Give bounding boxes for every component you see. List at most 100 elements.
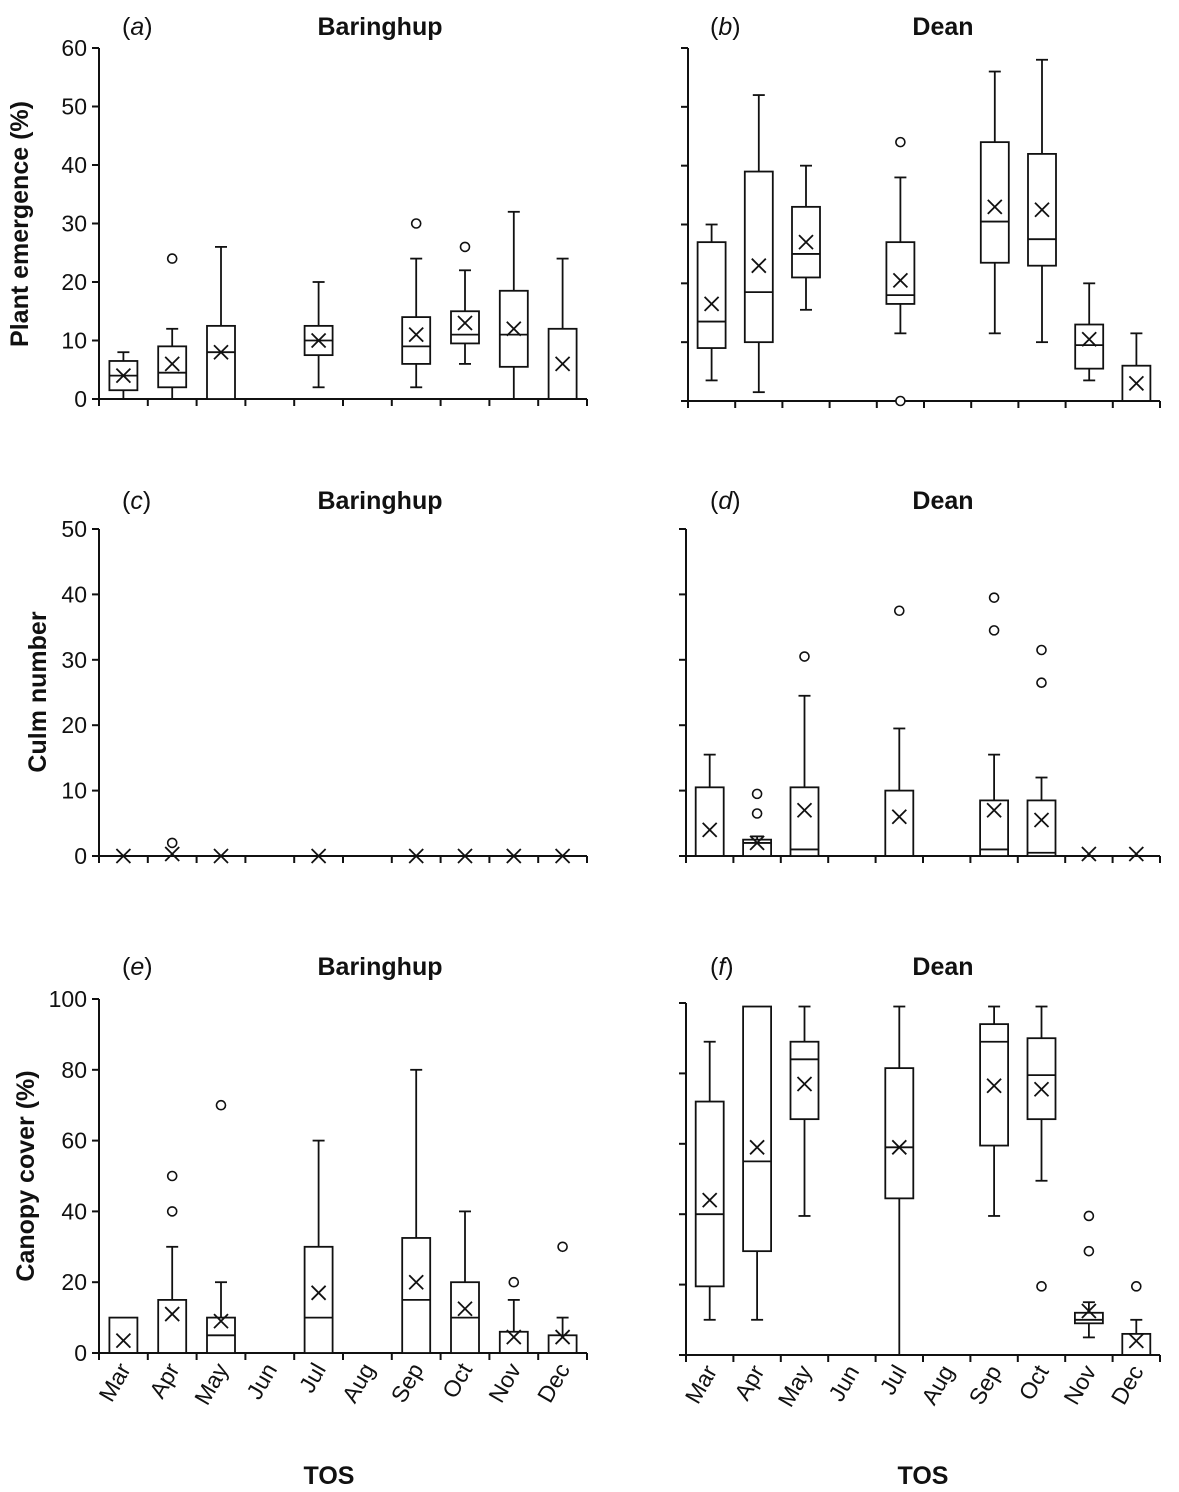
mean-marker [213,848,229,864]
x-tick-label: Aug [916,1361,959,1409]
outlier-point [166,253,178,264]
iqr-box [1074,1311,1104,1325]
outlier-point [988,625,1000,636]
box-sep [979,70,1010,335]
box-apr [742,788,772,857]
panel-label: (a) [122,13,153,41]
y-axis-label: Culm number [24,611,52,772]
outlier-point [893,605,905,617]
panel-a: Baringhup (a) 0 10 20 30 40 50 60 Plant emergence… [6,13,588,412]
mean-marker [310,848,327,864]
box-sep [401,1068,432,1354]
outlier-point [166,837,178,849]
mean-marker [986,802,1002,818]
mean-marker [457,1301,473,1317]
x-tick-label: Dec [1106,1361,1149,1409]
mean-marker [408,1274,424,1290]
panel-d: Dean (d) [679,487,1161,863]
outlier-point [1036,677,1047,688]
outlier-point [166,1170,178,1182]
iqr-box [206,324,236,400]
mean-marker [986,1078,1002,1094]
iqr-box [157,345,188,389]
y-tick-label: 20 [61,1269,87,1295]
panel-label: (d) [710,487,741,515]
x-tick-label: Sep [386,1359,429,1407]
x-tick-label: Apr [729,1360,770,1404]
mean-marker [115,848,132,864]
x-tick-label: Jul [874,1361,911,1399]
box-oct [450,1210,480,1354]
iqr-box [1074,323,1105,370]
box-apr [157,253,188,400]
iqr-box [498,1330,529,1354]
x-tick-label: Jun [241,1359,282,1404]
mean-marker [749,1139,765,1155]
iqr-box [450,310,480,345]
mean-marker [702,1192,718,1208]
iqr-box [884,1067,915,1200]
mean-marker [310,332,327,349]
panel-title: Baringhup [318,953,443,981]
mean-marker [987,199,1003,215]
outlier-point [459,241,471,253]
outlier-point [1131,1281,1142,1292]
x-tick-label: Jun [823,1361,864,1406]
x-tick-label: Oct [437,1358,478,1403]
outlier-point [799,651,810,662]
box-mar [694,753,725,857]
panel-label: (c) [122,487,151,515]
box-jul [884,605,915,857]
mean-marker [554,356,571,372]
y-tick-label: 40 [61,152,87,178]
box-oct [457,848,473,864]
box-nov [1074,1210,1104,1339]
outlier-point [1036,644,1047,656]
outlier-point [751,788,763,800]
box-dec [1121,332,1152,402]
box-sep [408,848,424,864]
outlier-point [166,1206,178,1217]
mean-marker [749,835,765,851]
panel-title: Dean [912,953,973,981]
mean-marker [1034,202,1050,218]
mean-marker [164,846,180,862]
y-tick-label: 0 [74,1340,87,1366]
mean-marker [506,1329,522,1345]
mean-marker [796,802,813,818]
y-tick-label: 40 [61,1198,87,1224]
box-mar [108,1316,139,1354]
box-dec [547,257,578,400]
mean-marker [702,822,718,838]
x-tick-label: Mar [93,1358,135,1406]
box-sep [979,1005,1009,1217]
y-tick-label: 50 [61,516,87,542]
box-nov [1074,282,1105,382]
iqr-box [108,1316,139,1354]
box-jul [310,848,327,864]
y-tick-label: 50 [61,94,87,120]
mean-marker [457,848,473,864]
panel-label: (f) [710,953,734,981]
mean-marker [891,809,907,825]
x-tick-label: Nov [483,1358,526,1407]
box-sep [979,592,1009,857]
y-tick-label: 30 [61,647,87,673]
iqr-box [743,170,774,344]
outlier-point [895,395,906,407]
mean-marker [115,1332,132,1349]
mean-marker [1081,1303,1097,1319]
y-tick-label: 60 [61,35,87,61]
box-mar [696,223,727,382]
y-tick-label: 60 [61,1128,87,1154]
box-mar [694,1040,725,1321]
box-oct [1026,1005,1057,1292]
iqr-box [791,205,821,279]
iqr-box [157,1299,188,1354]
mean-marker [892,272,909,289]
box-jul [884,1005,915,1356]
panel-c: Baringhup (c) 0 10 20 30 40 50 Culm number [24,487,588,869]
y-tick-label: 0 [74,386,87,412]
x-axis-label: TOS [304,1462,355,1490]
